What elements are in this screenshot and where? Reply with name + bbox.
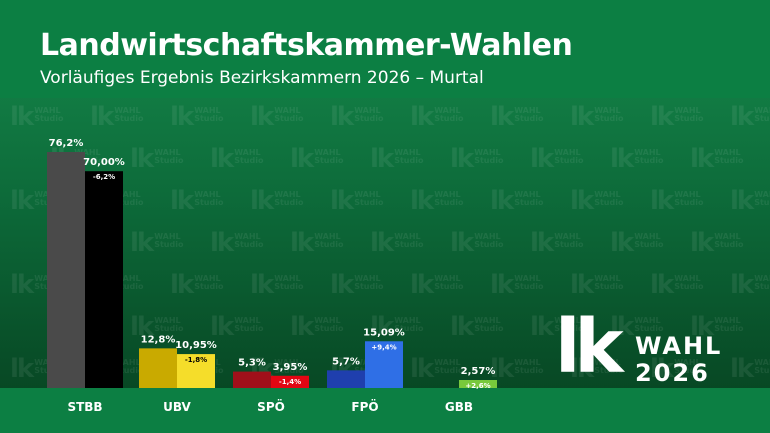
change-label: -1,8%: [185, 356, 207, 364]
change-label: -1,4%: [279, 378, 301, 386]
bar-previous: [233, 371, 271, 388]
value-label-current: 70,00%: [83, 157, 125, 168]
bar-current: [85, 171, 123, 388]
watermark-pattern: lk WAHL Studio lk WAHL Studio lk WAHL Studio lk WA…: [0, 98, 770, 388]
category-label: SPÖ: [257, 399, 285, 414]
category-label: GBB: [445, 400, 473, 414]
value-label-previous: 12,8%: [141, 334, 176, 345]
change-label: +9,4%: [371, 343, 396, 351]
value-label-previous: 5,7%: [332, 356, 360, 367]
value-label-current: 10,95%: [175, 340, 217, 351]
header-band: Landwirtschaftskammer-Wahlen Vorläufiges…: [0, 0, 770, 98]
category-label: UBV: [163, 400, 191, 414]
page-title: Landwirtschaftskammer-Wahlen: [40, 28, 573, 63]
value-label-current: 15,09%: [363, 327, 405, 338]
bar-current: [365, 341, 403, 388]
change-label: -6,2%: [93, 173, 115, 181]
value-label-previous: 5,3%: [238, 358, 266, 369]
wahl-2026-logo: lk WAHL 2026: [555, 310, 755, 390]
bar-current: [271, 375, 309, 388]
bar-previous: [327, 370, 365, 388]
logo-mark: lk: [555, 304, 624, 390]
change-label: +2,6%: [465, 382, 490, 390]
value-label-current: 2,57%: [461, 366, 496, 377]
value-label-current: 3,95%: [273, 362, 308, 373]
category-label: FPÖ: [351, 399, 378, 414]
category-label: STBB: [67, 400, 102, 414]
logo-year: 2026: [635, 359, 710, 387]
bar-current: [459, 380, 497, 388]
value-label-previous: 76,2%: [49, 138, 84, 149]
page-subtitle: Vorläufiges Ergebnis Bezirkskammern 2026…: [40, 68, 484, 88]
bar-previous: [47, 152, 85, 388]
bar-current: [177, 354, 215, 388]
bar-previous: [139, 348, 177, 388]
logo-word: WAHL: [635, 332, 723, 360]
footer-band: [0, 388, 770, 433]
